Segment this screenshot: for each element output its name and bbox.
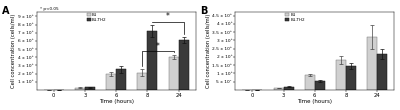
Text: * p<0.05: * p<0.05	[40, 7, 58, 11]
Bar	[106, 74, 116, 90]
Bar	[274, 88, 284, 90]
X-axis label: Time (hours): Time (hours)	[99, 99, 134, 104]
Bar	[305, 75, 315, 90]
Bar	[367, 37, 377, 90]
Bar	[315, 81, 325, 90]
Bar	[336, 60, 346, 90]
Y-axis label: Cell concentration (cells/ml): Cell concentration (cells/ml)	[12, 14, 16, 88]
Bar	[138, 73, 148, 90]
Bar	[284, 87, 294, 90]
Bar	[179, 40, 188, 90]
Bar	[75, 88, 85, 90]
Text: *: *	[166, 12, 170, 21]
Bar	[148, 31, 157, 90]
Text: *: *	[156, 42, 160, 51]
X-axis label: Time (hours): Time (hours)	[297, 99, 332, 104]
Text: A: A	[2, 6, 9, 16]
Legend: B1, B1-TH2: B1, B1-TH2	[86, 13, 107, 22]
Bar	[377, 54, 387, 90]
Bar	[169, 57, 179, 90]
Legend: B1, B1-TH2: B1, B1-TH2	[285, 13, 306, 22]
Text: B: B	[200, 6, 208, 16]
Bar	[85, 87, 95, 90]
Bar	[346, 66, 356, 90]
Bar	[116, 69, 126, 90]
Y-axis label: Cell concentration (cells/ml): Cell concentration (cells/ml)	[206, 14, 211, 88]
